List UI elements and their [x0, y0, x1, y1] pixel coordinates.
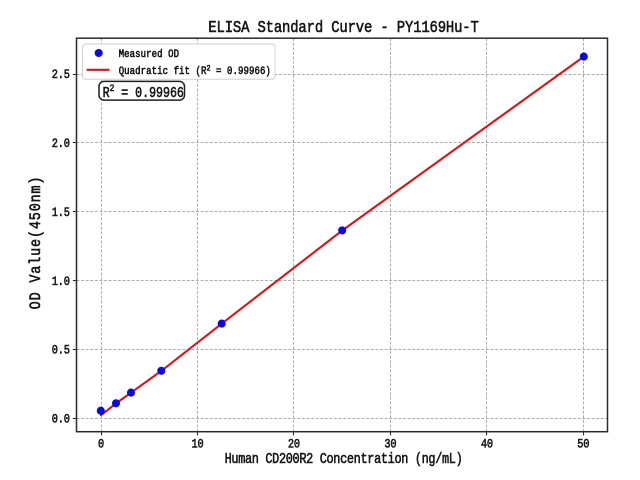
svg-text:OD Value(450nm): OD Value(450nm) — [28, 176, 45, 310]
svg-text:Measured OD: Measured OD — [119, 48, 179, 60]
svg-text:20: 20 — [288, 436, 300, 451]
svg-text:2.0: 2.0 — [52, 136, 70, 151]
svg-text:40: 40 — [481, 436, 493, 451]
svg-text:30: 30 — [384, 436, 396, 451]
svg-text:R2 = 0.99966: R2 = 0.99966 — [103, 83, 184, 101]
svg-text:0.5: 0.5 — [52, 343, 70, 358]
svg-text:Human CD200R2 Concentration (n: Human CD200R2 Concentration (ng/mL) — [225, 451, 463, 467]
svg-text:1.0: 1.0 — [52, 274, 70, 289]
svg-text:ELISA Standard Curve - PY1169H: ELISA Standard Curve - PY1169Hu-T — [208, 18, 478, 38]
svg-text:2.5: 2.5 — [52, 67, 70, 82]
svg-text:50: 50 — [577, 436, 589, 451]
svg-text:0: 0 — [98, 436, 104, 451]
svg-text:0.0: 0.0 — [52, 412, 70, 427]
svg-text:10: 10 — [192, 436, 204, 451]
svg-text:1.5: 1.5 — [52, 205, 70, 220]
svg-text:Quadratic fit (R2 = 0.99966): Quadratic fit (R2 = 0.99966) — [119, 65, 271, 77]
